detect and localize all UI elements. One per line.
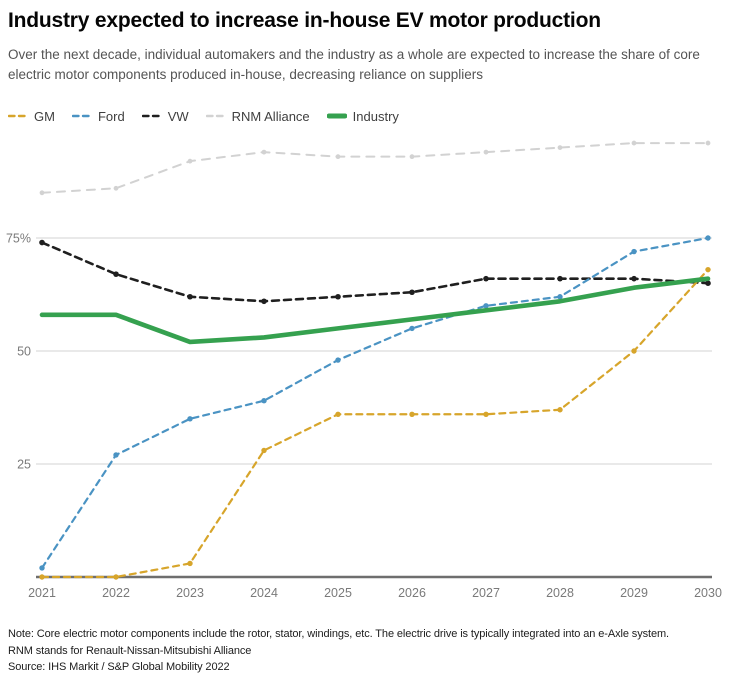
x-tick-label-2027: 2027 xyxy=(472,586,500,600)
legend-item-gm: GM xyxy=(8,109,55,124)
data-point-gm-2025 xyxy=(335,411,341,417)
data-point-vw-2024 xyxy=(261,298,267,305)
page-title: Industry expected to increase in-house E… xyxy=(8,9,601,32)
data-point-gm-2027 xyxy=(483,411,489,417)
data-point-vw-2025 xyxy=(335,293,341,300)
source-line: Source: IHS Markit / S&P Global Mobility… xyxy=(8,661,230,673)
data-point-vw-2026 xyxy=(409,289,415,296)
data-point-gm-2030 xyxy=(705,266,711,273)
legend-swatch-gm xyxy=(8,114,28,118)
series-line-industry xyxy=(39,276,711,345)
data-point-vw-2029 xyxy=(631,275,637,282)
legend-item-industry: Industry xyxy=(326,108,399,124)
legend-swatch-rnm-alliance xyxy=(205,114,226,118)
y-tick-label-25: 25 xyxy=(17,458,31,472)
chart-area: 75% 50 25 2021 2022 2023 2024 2025 2026 2027 2028 2… xyxy=(0,132,730,609)
data-point-ford-2021 xyxy=(39,565,45,571)
data-point-rnm-alliance-2029 xyxy=(631,140,637,146)
data-point-vw-2027 xyxy=(483,275,489,282)
data-point-vw-2030 xyxy=(705,280,711,286)
data-point-ford-2028 xyxy=(557,294,563,300)
data-point-vw-2028 xyxy=(557,275,563,282)
x-tick-label-2022: 2022 xyxy=(102,586,130,600)
data-point-rnm-alliance-2026 xyxy=(409,154,415,160)
footnote: Note: Core electric motor components inc… xyxy=(8,628,669,640)
data-point-ford-2026 xyxy=(409,325,415,332)
legend-swatch-ford xyxy=(71,114,92,118)
x-tick-label-2025: 2025 xyxy=(324,586,352,600)
chart-subtitle: Over the next decade, individual automak… xyxy=(8,47,700,82)
data-point-gm-2026 xyxy=(409,411,415,417)
x-tick-label-2023: 2023 xyxy=(176,586,204,600)
data-point-gm-2023 xyxy=(187,560,193,567)
data-point-gm-2028 xyxy=(557,407,563,413)
data-point-rnm-alliance-2027 xyxy=(483,149,489,155)
data-point-ford-2022 xyxy=(113,452,119,458)
x-tick-label-2028: 2028 xyxy=(546,586,574,600)
data-point-ford-2024 xyxy=(261,398,267,404)
series-line-ford xyxy=(40,236,710,570)
legend-swatch-vw xyxy=(141,114,162,118)
legend-item-vw: VW xyxy=(141,108,189,124)
legend-label-rnm-alliance: RNM Alliance xyxy=(231,108,310,124)
data-point-gm-2024 xyxy=(261,447,267,454)
series-line-rnm-alliance xyxy=(41,142,709,194)
data-point-vw-2023 xyxy=(187,293,193,300)
data-point-vw-2021 xyxy=(39,239,45,246)
data-point-rnm-alliance-2022 xyxy=(113,185,119,191)
chart-svg: 75% 50 25 2021 2022 2023 2024 2025 2026 2027 2028 2… xyxy=(6,140,722,600)
data-point-gm-2029 xyxy=(631,348,637,354)
y-tick-label-75: 75% xyxy=(6,232,31,246)
legend-item-ford: Ford xyxy=(71,108,125,124)
legend-label-industry: Industry xyxy=(352,108,399,124)
x-tick-label-2030: 2030 xyxy=(694,586,722,600)
x-tick-label-2024: 2024 xyxy=(250,586,278,600)
x-tick-label-2026: 2026 xyxy=(398,586,426,600)
data-point-rnm-alliance-2024 xyxy=(261,149,267,155)
legend-label-ford: Ford xyxy=(97,108,125,124)
data-point-ford-2030 xyxy=(705,235,711,241)
chart-footer: Note: Core electric motor components inc… xyxy=(8,626,722,676)
data-point-ford-2025 xyxy=(335,357,341,363)
data-point-rnm-alliance-2023 xyxy=(187,158,193,164)
x-tick-label-2029: 2029 xyxy=(620,586,648,600)
series-line-vw xyxy=(40,241,710,303)
legend-swatch-industry xyxy=(326,113,347,119)
series-line-gm xyxy=(40,268,710,579)
chart-legend: GM Ford VW RNM Alliance Industry xyxy=(8,106,722,126)
x-tick-label-2021: 2021 xyxy=(28,586,56,600)
data-point-rnm-alliance-2025 xyxy=(335,154,341,160)
data-point-rnm-alliance-2028 xyxy=(557,145,563,150)
data-point-ford-2029 xyxy=(631,248,637,255)
legend-label-gm: GM xyxy=(34,108,55,124)
data-point-rnm-alliance-2030 xyxy=(705,140,711,146)
legend-label-vw: VW xyxy=(167,108,189,124)
legend-item-rnm-alliance: RNM Alliance xyxy=(205,108,310,124)
data-point-ford-2027 xyxy=(483,303,489,309)
data-point-gm-2021 xyxy=(39,574,45,580)
rnm-footnote: RNM stands for Renault-Nissan-Mitsubishi… xyxy=(8,644,252,657)
data-point-vw-2022 xyxy=(113,271,119,277)
y-tick-label-50: 50 xyxy=(17,345,31,359)
data-point-ford-2023 xyxy=(187,416,193,422)
data-point-rnm-alliance-2021 xyxy=(39,190,45,196)
data-point-gm-2022 xyxy=(113,574,119,580)
